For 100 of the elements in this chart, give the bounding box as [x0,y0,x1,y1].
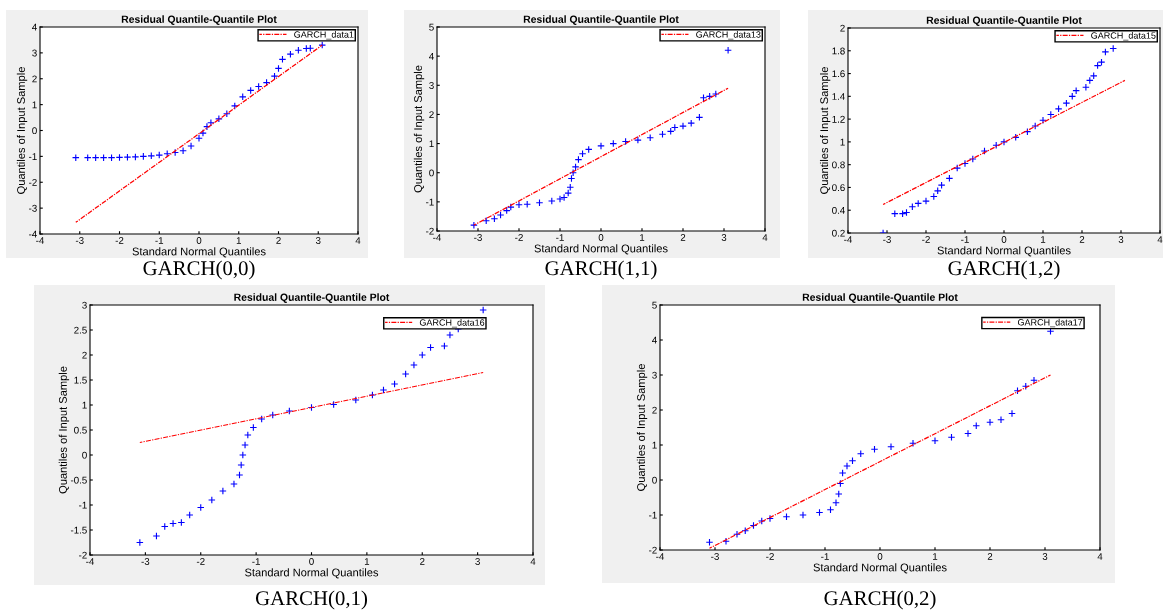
y-tick-label: 4 [32,23,37,31]
x-tick-label: -3 [474,234,482,241]
chart-title: Residual Quantile-Quantile Plot [234,293,390,303]
y-tick-label: -2 [426,227,434,235]
x-tick-label: 4 [1097,553,1103,560]
x-tick-label: 0 [309,558,314,565]
x-axis-title: Standard Normal Quantiles [937,246,1071,257]
x-tick-label: -3 [141,558,150,565]
chart-title: Residual Quantile-Quantile Plot [926,16,1082,26]
y-tick-label: -2 [29,178,37,186]
x-tick-label: 1 [364,558,370,565]
y-tick-label: 1.6 [832,70,845,78]
x-axis-title: Standard Normal Quantiles [132,247,266,258]
y-tick-label: -0.5 [70,476,87,484]
y-tick-label: -1.5 [70,526,87,534]
y-tick-label: 1 [429,140,434,148]
x-tick-label: -1 [961,236,969,243]
x-tick-label: -2 [922,236,930,243]
y-tick-label: 5 [652,301,657,309]
y-axis-title: Quantiles of Input Sample [413,65,425,193]
y-tick-label: -1 [426,198,434,206]
x-tick-label: 1 [933,553,938,560]
y-axis-title: Quantiles of Input Sample [819,67,831,194]
x-tick-label: 2 [680,234,686,241]
x-tick-label: 0 [196,237,202,244]
x-tick-label: -2 [115,237,124,244]
x-tick-label: 4 [530,558,536,565]
y-tick-label: 1 [82,401,87,409]
x-tick-label: 0 [877,553,883,560]
x-tick-label: -2 [766,553,774,560]
legend-label: GARCH_data15 [1091,32,1156,41]
chart-title: Residual Quantile-Quantile Plot [121,15,277,25]
x-tick-label: 3 [721,234,727,241]
x-tick-label: -3 [711,553,719,560]
x-tick-label: 0 [1001,236,1007,243]
x-tick-label: -1 [252,558,260,565]
x-axis-title: Standard Normal Quantiles [813,563,947,574]
y-tick-label: 1 [32,101,37,109]
x-tick-label: 2 [420,558,425,565]
y-tick-label: -1 [29,153,37,160]
y-tick-label: 0 [429,169,434,177]
legend-label: GARCH_data17 [1017,318,1083,328]
x-tick-label: 2 [1079,236,1085,243]
y-tick-label: 1.8 [832,47,845,55]
y-tick-label: 0 [32,127,37,135]
x-tick-label: -1 [556,234,564,241]
y-tick-label: 0.8 [832,161,845,169]
y-tick-label: 2 [652,406,657,414]
x-tick-label: 0 [598,234,604,241]
y-axis-title: Quantiles of Input Sample [58,366,70,494]
text: GARCH(0,2) [824,590,936,610]
chart-title: Residual Quantile-Quantile Plot [802,293,958,303]
y-tick-label: 0 [82,451,87,459]
y-tick-label: 0.5 [74,426,87,434]
x-tick-label: 3 [475,558,480,565]
y-tick-label: 5 [429,23,434,31]
y-tick-label: 3 [82,301,87,309]
x-tick-label: 2 [276,237,281,244]
y-tick-label: 1.2 [832,115,845,123]
chart-title: Residual Quantile-Quantile Plot [523,15,679,25]
y-tick-label: -1 [649,511,657,519]
legend-label: GARCH_data13 [696,31,761,40]
y-tick-label: 1 [840,138,845,146]
text: GARCH(0,0) [143,260,255,280]
legend-label: GARCH_data16 [419,319,485,328]
x-axis-title: Standard Normal Quantiles [534,244,668,255]
text: GARCH(1,1) [545,260,657,280]
y-tick-label: 3 [429,82,434,89]
x-axis-title: Standard Normal Quantiles [245,568,379,579]
x-tick-label: -1 [821,553,829,560]
y-tick-label: -2 [649,546,657,554]
x-tick-label: 3 [315,237,321,244]
y-tick-label: 2 [32,75,37,83]
y-tick-label: 1.4 [832,93,845,100]
y-tick-label: 0.6 [832,184,845,192]
y-tick-label: 4 [652,336,657,344]
y-tick-label: 1.5 [74,376,87,384]
y-axis-title: Quantiles of Input Sample [636,364,648,491]
y-tick-label: 4 [429,52,434,60]
x-tick-label: 2 [987,553,993,560]
y-tick-label: 2.5 [74,326,87,334]
x-tick-label: -2 [196,558,205,565]
x-tick-label: 4 [1157,236,1163,243]
y-axis-title: Quantiles of Input Sample [16,67,28,194]
y-tick-label: -1 [79,501,87,509]
y-tick-label: 2 [429,111,434,118]
text: GARCH(1,2) [948,260,1060,280]
y-tick-label: 0 [652,476,657,484]
y-tick-label: 0.2 [832,229,845,237]
y-tick-label: -3 [29,204,37,212]
x-tick-label: 1 [1041,236,1046,243]
x-tick-label: -2 [515,234,523,241]
x-tick-label: -3 [883,236,891,243]
y-tick-label: 3 [652,371,657,379]
x-tick-label: 3 [1042,553,1048,560]
y-tick-label: 2 [82,351,87,359]
x-tick-label: 4 [355,237,361,244]
x-tick-label: 1 [640,234,645,241]
y-tick-label: 3 [32,49,37,57]
y-tick-label: 1 [652,441,657,449]
